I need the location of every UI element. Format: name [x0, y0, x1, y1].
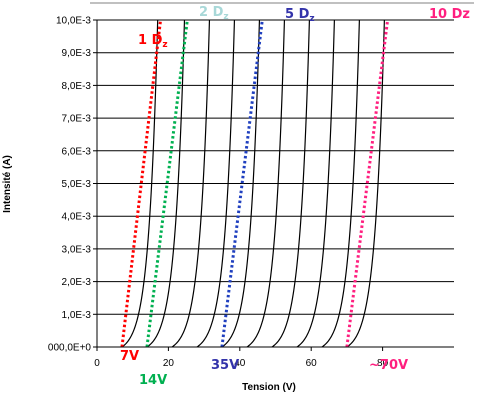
grid-lines — [97, 19, 454, 315]
x-tick-label: 80 — [377, 358, 389, 369]
y-axis-title: Intensité (A) — [2, 155, 13, 213]
iv-curve — [296, 19, 335, 348]
y-tick-label: 5,0E-3 — [62, 179, 92, 190]
voltage-label-14v: 14V — [139, 373, 167, 388]
iv-curve — [271, 19, 311, 348]
x-tick-label: 0 — [94, 358, 100, 369]
iv-curve — [146, 19, 186, 348]
y-tick-label: 2,0E-3 — [62, 277, 92, 288]
y-tick-label: 3,0E-3 — [62, 244, 92, 255]
y-tick-label: 4,0E-3 — [62, 212, 92, 223]
iv-curve — [171, 19, 211, 348]
voltage-label-70v: ~70V — [369, 358, 408, 373]
iv-curve — [121, 19, 159, 348]
curves-group — [121, 19, 385, 348]
iv-curve — [221, 19, 261, 348]
voltage-label-35v: 35V — [211, 358, 239, 373]
y-tick-label: 000,0E+0 — [48, 343, 92, 354]
iv-curve — [346, 19, 385, 348]
y-tick-label: 1,0E-3 — [62, 310, 92, 321]
x-tick-label: 40 — [234, 358, 246, 369]
x-tick-label: 60 — [306, 358, 318, 369]
x-tick-labels: 0 20 40 60 80 — [94, 347, 389, 369]
voltage-label-7v: 7V — [120, 349, 139, 364]
y-tick-label: 6,0E-3 — [62, 146, 92, 157]
label-10dz: 10 Dz — [429, 7, 470, 22]
y-tick-labels: 000,0E+0 1,0E-3 2,0E-3 3,0E-3 4,0E-3 5,0E-3 6,… — [48, 16, 97, 354]
label-1dz: 1 Dz — [138, 33, 168, 50]
label-2dz: 2 Dz — [199, 5, 229, 22]
iv-curve — [321, 19, 360, 348]
y-tick-label: 8,0E-3 — [62, 81, 92, 92]
iv-curve — [196, 19, 236, 348]
x-axis-title: Tension (V) — [242, 382, 296, 393]
y-tick-label: 10,0E-3 — [56, 16, 91, 27]
label-5dz: 5 Dz — [285, 7, 315, 24]
y-tick-label: 7,0E-3 — [62, 114, 92, 125]
iv-curve — [246, 19, 286, 348]
x-tick-label: 20 — [163, 358, 175, 369]
y-tick-label: 9,0E-3 — [62, 48, 92, 59]
